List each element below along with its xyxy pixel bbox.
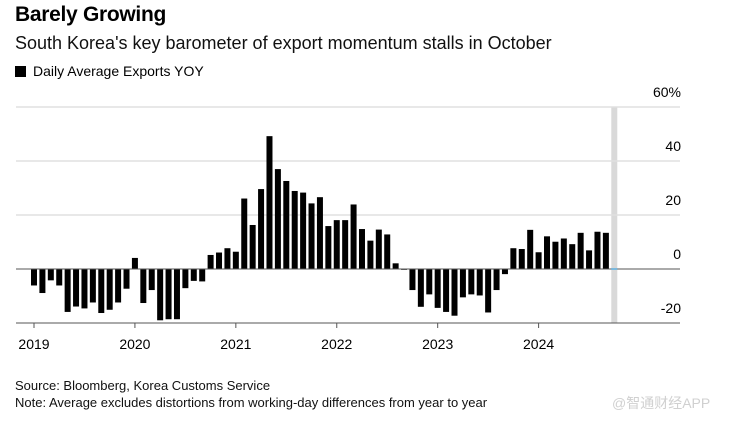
bar <box>207 254 214 269</box>
x-tick-label: 2023 <box>422 336 453 352</box>
bar <box>157 269 164 321</box>
bar <box>417 269 424 307</box>
note-text: Note: Average excludes distortions from … <box>15 395 488 410</box>
bar <box>409 269 416 291</box>
bar <box>485 269 492 313</box>
y-tick-label: 0 <box>673 246 681 262</box>
bar <box>173 269 180 320</box>
bar <box>493 269 500 291</box>
bar <box>148 269 155 291</box>
bar <box>165 269 172 320</box>
bar <box>392 263 399 269</box>
legend-label: Daily Average Exports YOY <box>33 63 204 79</box>
y-tick-label: 20 <box>665 192 681 208</box>
bar <box>199 269 206 282</box>
bar <box>249 224 256 269</box>
bar <box>131 257 138 269</box>
footer-notes: Source: Bloomberg, Korea Customs Service… <box>15 377 487 411</box>
chart-subtitle: South Korea's key barometer of export mo… <box>15 33 552 53</box>
y-tick-label: -20 <box>661 300 681 316</box>
bar <box>586 250 593 269</box>
bar <box>81 269 88 309</box>
bar <box>274 169 281 269</box>
y-tick-label: 60% <box>653 84 681 100</box>
bar <box>594 231 601 269</box>
bar <box>258 189 265 269</box>
bar <box>384 234 391 269</box>
bar <box>325 226 332 269</box>
bar <box>342 220 349 269</box>
bar <box>434 269 441 308</box>
bar <box>527 229 534 269</box>
x-tick-label: 2024 <box>523 336 554 352</box>
bar <box>544 236 551 269</box>
bar <box>316 197 323 269</box>
bar <box>560 238 567 269</box>
legend: Daily Average Exports YOY <box>15 63 204 79</box>
bar <box>216 252 223 269</box>
bar <box>283 180 290 269</box>
legend-swatch <box>15 65 26 77</box>
x-tick-label: 2021 <box>220 336 251 352</box>
bar <box>232 251 239 269</box>
bar-chart: 60% 40 20 0 -20 2019 2020 2021 2022 2023 2024 <box>16 84 681 352</box>
bar <box>291 190 298 269</box>
bar <box>98 269 105 314</box>
bar <box>182 269 189 289</box>
bar <box>577 232 584 269</box>
bar <box>266 136 273 269</box>
bar <box>518 249 525 269</box>
bar <box>115 269 122 303</box>
bar <box>64 269 71 312</box>
bar <box>476 269 483 296</box>
bar <box>47 269 54 281</box>
bar <box>56 269 63 286</box>
bar <box>350 204 357 269</box>
bar <box>367 240 374 269</box>
bar <box>123 269 130 289</box>
bar <box>224 248 231 269</box>
y-tick-label: 40 <box>665 138 681 154</box>
watermark: @智通财经APP <box>612 395 711 411</box>
bar <box>535 252 542 269</box>
bar <box>358 229 365 269</box>
x-tick-label: 2022 <box>321 336 352 352</box>
bar <box>569 244 576 269</box>
bar <box>602 232 609 269</box>
bar <box>451 269 458 316</box>
bar <box>333 220 340 269</box>
bar <box>468 269 475 295</box>
bar <box>375 229 382 269</box>
bar <box>39 269 46 294</box>
bar <box>510 248 517 269</box>
bar <box>501 269 508 275</box>
bar <box>241 198 248 269</box>
bar <box>73 269 80 307</box>
bar <box>31 269 37 286</box>
bar <box>552 241 559 269</box>
x-tick-label: 2019 <box>18 336 49 352</box>
bar <box>190 269 197 281</box>
chart-title: Barely Growing <box>15 3 167 26</box>
bar <box>106 269 113 310</box>
bar <box>140 269 147 304</box>
bar <box>426 269 433 295</box>
bar <box>443 269 450 312</box>
bar <box>89 269 96 303</box>
bar <box>459 269 466 298</box>
bar <box>308 203 315 269</box>
source-text: Source: Bloomberg, Korea Customs Service <box>15 378 271 393</box>
bar <box>300 192 307 269</box>
x-tick-label: 2020 <box>119 336 150 352</box>
